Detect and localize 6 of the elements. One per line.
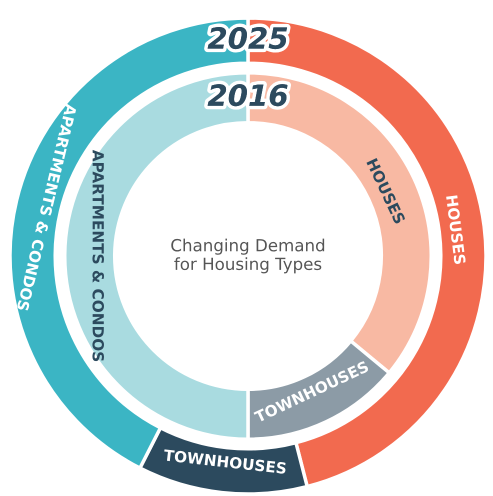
slice-label: 2016 — [208, 84, 288, 106]
slice-label: APARTMENTS & CONDOS — [92, 150, 104, 362]
text: Changing Demand for Housing Types — [171, 238, 324, 274]
slice-label: HOUSES — [446, 195, 466, 264]
slice-label: 2025 — [208, 27, 288, 50]
slice-label: TOWNHOUSES — [163, 449, 286, 474]
